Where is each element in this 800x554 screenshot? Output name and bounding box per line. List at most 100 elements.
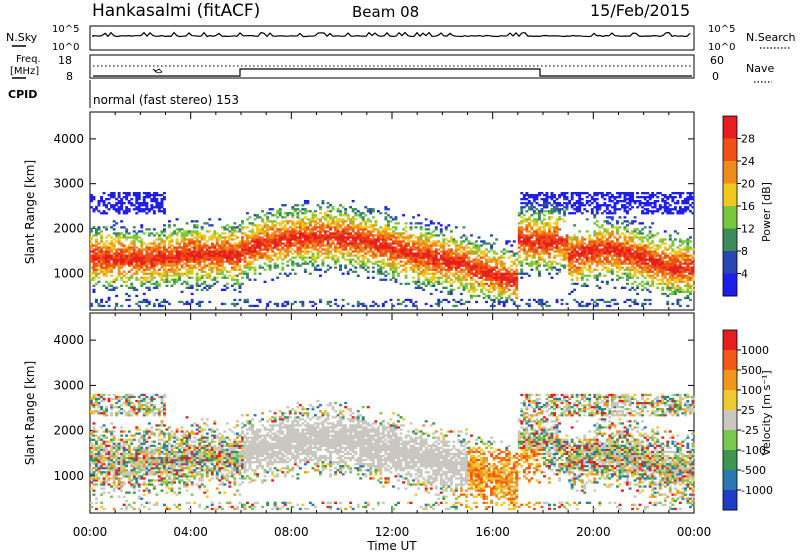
power-cell xyxy=(223,274,227,277)
power-cell xyxy=(495,260,499,263)
power-cell xyxy=(399,240,403,243)
power-cell xyxy=(575,208,579,211)
power-cell xyxy=(130,254,134,257)
power-cell xyxy=(444,226,448,229)
power-cell xyxy=(351,234,355,237)
power-cell xyxy=(359,236,363,239)
power-cell xyxy=(442,240,446,243)
power-cell xyxy=(268,246,272,249)
power-cell xyxy=(115,294,119,298)
power-cell xyxy=(369,232,373,235)
power-cell xyxy=(429,266,433,269)
power-cell xyxy=(631,222,634,225)
power-cell xyxy=(550,264,554,267)
power-cell xyxy=(550,210,554,213)
power-cell xyxy=(387,236,390,239)
power-cell xyxy=(588,260,592,263)
power-cell xyxy=(452,298,456,302)
power-cell xyxy=(238,230,242,233)
power-cell xyxy=(605,212,609,215)
nsky-panel-frame xyxy=(89,25,695,51)
power-cell xyxy=(311,216,315,219)
power-cell xyxy=(319,230,322,233)
power-cell xyxy=(354,260,358,263)
power-cell xyxy=(107,264,111,267)
power-cell xyxy=(616,192,619,195)
power-cell xyxy=(236,282,239,285)
power-cell xyxy=(90,260,93,263)
power-cell xyxy=(527,246,531,249)
power-cell xyxy=(404,236,408,239)
power-cell xyxy=(530,228,534,231)
power-cell xyxy=(329,226,332,229)
power-cell xyxy=(578,258,582,261)
power-cell xyxy=(505,278,509,281)
power-cell xyxy=(555,298,559,302)
power-cell xyxy=(188,250,191,253)
power-cell xyxy=(444,250,448,253)
power-cell xyxy=(384,242,388,245)
power-cell xyxy=(600,196,604,199)
power-cell xyxy=(485,300,488,304)
power-cell xyxy=(459,292,463,296)
power-cell xyxy=(532,206,536,209)
power-cell xyxy=(452,250,456,253)
power-cell xyxy=(512,254,516,257)
power-cell xyxy=(334,226,337,229)
power-cell xyxy=(558,212,561,215)
power-cell xyxy=(374,248,378,251)
power-cell xyxy=(288,236,292,239)
power-cell xyxy=(502,264,506,267)
power-cell xyxy=(593,230,597,233)
power-cell xyxy=(210,262,214,265)
power-cell xyxy=(173,274,176,277)
power-cell xyxy=(545,222,549,225)
power-cell xyxy=(570,250,574,253)
power-cell xyxy=(548,260,551,263)
power-cell xyxy=(465,268,468,271)
power-cell xyxy=(462,254,466,257)
power-cell xyxy=(225,254,229,257)
power-cell xyxy=(105,212,108,215)
power-cell xyxy=(610,218,614,221)
power-cell xyxy=(205,246,209,249)
power-cell xyxy=(427,232,431,235)
power-cell xyxy=(142,202,146,205)
power-cell xyxy=(157,208,161,211)
power-cell xyxy=(379,234,383,237)
power-cell xyxy=(291,242,295,245)
power-cell xyxy=(616,196,619,199)
power-cell xyxy=(125,210,129,213)
power-cell xyxy=(160,206,164,209)
power-cell xyxy=(273,246,277,249)
power-cell xyxy=(208,236,212,239)
power-cell xyxy=(200,276,204,279)
power-cell xyxy=(117,248,121,251)
power-cell xyxy=(631,268,634,271)
power-cell xyxy=(208,284,212,287)
power-cell xyxy=(447,292,451,296)
power-cell xyxy=(349,246,353,249)
power-cell xyxy=(409,300,413,304)
power-cell xyxy=(160,204,164,207)
power-cell xyxy=(621,262,624,265)
power-cell xyxy=(102,210,106,213)
power-cell xyxy=(92,254,96,257)
power-cell xyxy=(238,224,242,227)
power-cell xyxy=(475,272,478,275)
power-cell xyxy=(530,204,534,207)
power-cell xyxy=(122,262,126,265)
power-cell xyxy=(492,276,496,279)
power-cell xyxy=(125,292,129,296)
power-cell xyxy=(160,254,164,257)
power-cell xyxy=(490,298,493,302)
power-cell xyxy=(447,256,451,259)
power-cell xyxy=(298,236,302,239)
power-cell xyxy=(107,194,111,197)
power-cell xyxy=(198,264,202,267)
power-cell xyxy=(507,276,511,279)
power-cell xyxy=(291,214,295,217)
power-cell xyxy=(527,224,531,227)
power-cell xyxy=(422,262,426,265)
power-cell xyxy=(616,246,619,249)
